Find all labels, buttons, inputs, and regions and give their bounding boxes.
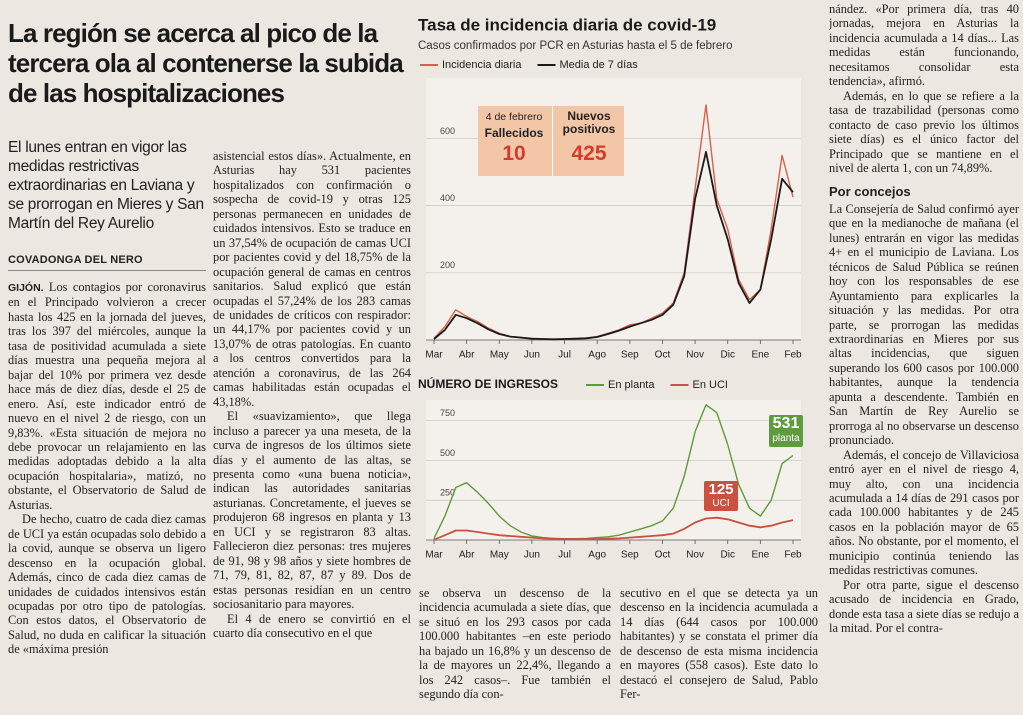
x-tick-label: Feb <box>784 550 802 561</box>
y-tick-label: 400 <box>440 193 455 203</box>
paragraph: La Consejería de Salud confirmó ayer que… <box>829 201 1019 448</box>
annotation-label: UCI <box>712 498 730 509</box>
annotation-label: planta <box>772 433 800 444</box>
y-tick-label: 200 <box>440 260 455 270</box>
x-tick-label: Dic <box>721 350 735 361</box>
series-line <box>433 404 794 540</box>
paragraph: De hecho, cuatro de cada diez camas de U… <box>8 512 206 657</box>
series-line <box>433 151 794 341</box>
x-tick-label: Jun <box>524 550 540 561</box>
y-tick-label: 750 <box>440 408 455 418</box>
legend-label: Media de 7 días <box>560 59 639 71</box>
x-tick-label: Abr <box>459 550 475 561</box>
x-tick-label: Mar <box>425 350 443 361</box>
series-line <box>433 516 794 541</box>
x-tick-label: Dic <box>721 550 735 561</box>
x-tick-label: Sep <box>621 550 639 561</box>
x-tick-label: Oct <box>655 350 671 361</box>
y-tick-label: 250 <box>440 488 455 498</box>
author: COVADONGA DEL NERO <box>8 254 206 271</box>
x-tick-label: Ene <box>751 550 769 561</box>
inset-label: Fallecidos <box>484 126 544 140</box>
paragraph: Además, en lo que se refiere a la tasa d… <box>829 88 1019 175</box>
x-tick-label: Mar <box>425 550 443 561</box>
paragraph: El «suavizamiento», que llega incluso a … <box>213 409 411 612</box>
column: se observa un descenso de la incidencia … <box>419 586 611 713</box>
y-tick-label: 600 <box>440 126 455 136</box>
x-tick-label: Feb <box>784 350 802 361</box>
x-tick-label: Jul <box>558 350 571 361</box>
annotation-value: 531 <box>772 415 800 432</box>
paragraph: GIJÓN. Los contagios por coronavirus en … <box>8 280 206 512</box>
inset-value: 425 <box>571 142 607 165</box>
subheadline: El lunes entran en vigor las medidas res… <box>8 139 204 232</box>
chart-subtitle: Casos confirmados por PCR en Asturias ha… <box>418 40 733 52</box>
annotation: 531 planta <box>769 415 803 447</box>
inset-value: 10 <box>502 142 526 165</box>
plot-area <box>426 400 801 540</box>
charts: Tasa de incidencia diaria de covid-19 Cas… <box>416 8 824 578</box>
paragraph: secutivo en el que se detecta ya un desc… <box>620 586 818 702</box>
column: GIJÓN. Los contagios por coronavirus en … <box>8 280 206 712</box>
chart-title: Tasa de incidencia diaria de covid-19 <box>418 15 716 34</box>
x-tick-label: Sep <box>621 350 639 361</box>
section-heading: Por concejos <box>829 184 911 200</box>
x-tick-label: Ago <box>588 550 606 561</box>
x-tick-label: Jul <box>558 550 571 561</box>
x-tick-label: May <box>490 550 509 561</box>
paragraph: asistencial estos días». Actualmente, en… <box>213 149 411 409</box>
x-tick-label: Oct <box>655 550 671 561</box>
column: nández. «Por primera día, tras 40 jornad… <box>829 2 1019 713</box>
column: secutivo en el que se detecta ya un desc… <box>620 586 818 713</box>
x-tick-label: Jun <box>524 350 540 361</box>
x-tick-label: Abr <box>459 350 475 361</box>
x-tick-label: Ene <box>751 350 769 361</box>
legend-label: En planta <box>608 379 655 391</box>
x-tick-label: Ago <box>588 350 606 361</box>
dateline: GIJÓN. <box>8 282 44 294</box>
chart-title: NÚMERO DE INGRESOS <box>418 376 558 391</box>
annotation-value: 125 <box>708 481 734 498</box>
column: asistencial estos días». Actualmente, en… <box>213 149 411 712</box>
chart-canvas: Tasa de incidencia diaria de covid-19 Cas… <box>418 15 802 561</box>
annotation: 125 UCI <box>704 481 738 511</box>
headline: La región se acerca al pico de la tercer… <box>8 18 404 108</box>
x-tick-label: Nov <box>686 350 704 361</box>
inset-date: 4 de febrero <box>485 111 543 123</box>
text: Los contagios por coronavirus en el Prin… <box>8 280 206 512</box>
paragraph: se observa un descenso de la incidencia … <box>419 586 611 702</box>
paragraph: Además, el concejo de Villaviciosa entró… <box>829 447 1019 578</box>
paragraph: nández. «Por primera día, tras 40 jornad… <box>829 2 1019 89</box>
legend-label: En UCI <box>692 379 727 391</box>
inset-box: 4 de febrero Fallecidos 10 Nuevos positi… <box>478 106 624 176</box>
x-tick-label: Nov <box>686 550 704 561</box>
inset-label: Nuevos positivos <box>562 109 616 136</box>
y-tick-label: 500 <box>440 448 455 458</box>
inset-divider <box>552 106 553 176</box>
legend-label: Incidencia diaria <box>442 59 522 71</box>
x-tick-label: May <box>490 350 509 361</box>
paragraph: El 4 de enero se convirtió en el cuarto … <box>213 611 411 640</box>
paragraph: Por otra parte, sigue el descenso acusad… <box>829 577 1019 636</box>
